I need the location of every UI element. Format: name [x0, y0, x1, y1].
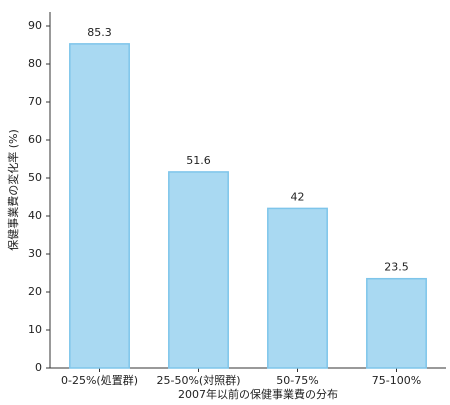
y-tick-label: 60 — [28, 133, 42, 146]
x-tick-label: 50-75% — [276, 374, 318, 387]
data-label: 51.6 — [186, 154, 211, 167]
x-tick-label: 75-100% — [372, 374, 421, 387]
y-tick-label: 90 — [28, 19, 42, 32]
x-axis-label: 2007年以前の保健事業費の分布 — [178, 387, 338, 401]
y-tick-label: 0 — [35, 361, 42, 374]
y-tick-label: 80 — [28, 57, 42, 70]
bar — [366, 277, 427, 369]
y-tick-label: 30 — [28, 247, 42, 260]
bar — [69, 43, 130, 369]
y-tick-label: 20 — [28, 285, 42, 298]
y-tick-label: 10 — [28, 323, 42, 336]
y-tick-label: 50 — [28, 171, 42, 184]
bar — [267, 207, 328, 369]
y-tick-label: 70 — [28, 95, 42, 108]
data-label: 42 — [291, 190, 305, 203]
y-axis-label: 保健事業費の変化率 (%) — [6, 129, 20, 251]
x-tick-label: 0-25%(処置群) — [61, 373, 138, 387]
data-label: 85.3 — [87, 26, 112, 39]
data-label: 23.5 — [384, 261, 409, 274]
bar — [168, 171, 229, 369]
y-tick-label: 40 — [28, 209, 42, 222]
x-tick-label: 25-50%(対照群) — [157, 373, 241, 387]
